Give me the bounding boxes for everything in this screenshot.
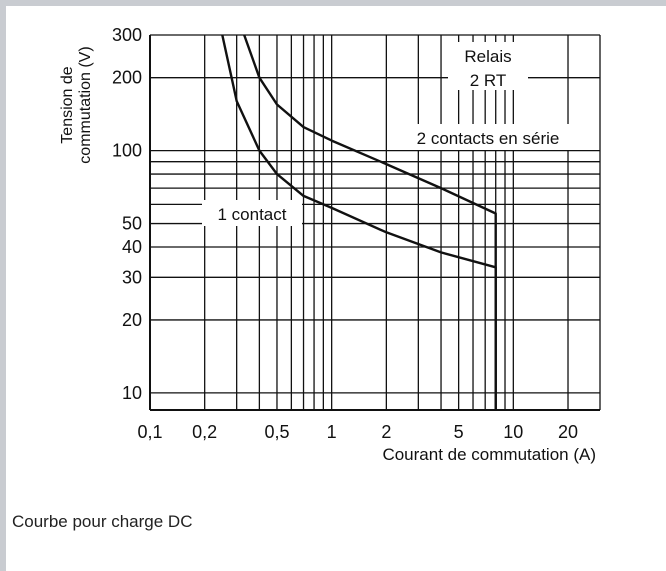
x-tick-label: 0,1: [137, 422, 162, 442]
series-label-1: 1 contact: [218, 205, 287, 224]
x-tick-label: 10: [503, 422, 523, 442]
series-2-label-bg: [398, 124, 578, 150]
y-axis-label-line-2: commutation (V): [77, 46, 94, 163]
y-tick-label: 40: [122, 237, 142, 257]
relay-type-annotation: 2 RT: [470, 71, 507, 90]
y-tick-label: 10: [122, 383, 142, 403]
y-tick-label: 200: [112, 68, 142, 88]
x-tick-label: 20: [558, 422, 578, 442]
x-tick-label: 5: [454, 422, 464, 442]
series-label-2: 2 contacts en série: [417, 129, 560, 148]
dc-load-chart: 0,1 0,2 0,5 1 2 5 10 20 10 20 30 40 50 100 200 300 Coura…: [59, 25, 601, 464]
y-tick-label: 30: [122, 267, 142, 287]
frame-top-border: [0, 0, 666, 6]
x-tick-label: 0,2: [192, 422, 217, 442]
y-tick-label: 50: [122, 214, 142, 234]
y-tick-label: 20: [122, 310, 142, 330]
series-line-2: [243, 34, 497, 410]
chart-caption: Courbe pour charge DC: [12, 512, 193, 531]
relais-label-bg: [448, 42, 528, 90]
x-axis-label: Courant de commutation (A): [382, 445, 596, 464]
relais-annotation: Relais: [464, 47, 511, 66]
x-tick-label: 0,5: [264, 422, 289, 442]
x-tick-label: 1: [327, 422, 337, 442]
series-line-1: [221, 34, 497, 410]
frame-left-border: [0, 0, 6, 571]
y-tick-label: 100: [112, 141, 142, 161]
x-tick-label: 2: [381, 422, 391, 442]
y-tick-label: 300: [112, 25, 142, 45]
y-axis-label-line-1: Tension de: [59, 66, 76, 143]
series-1-label-bg: [202, 200, 302, 226]
